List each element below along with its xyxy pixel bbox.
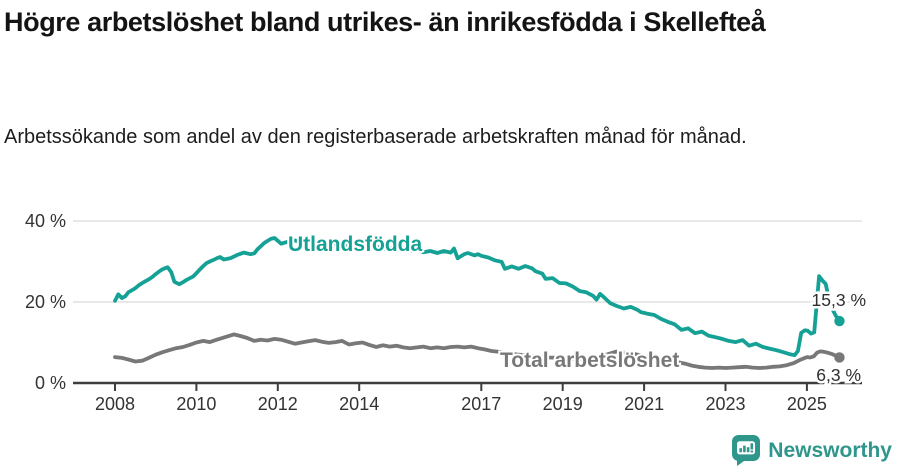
endpoint-dot-utlandsf-dda bbox=[834, 315, 845, 327]
y-tick-label: 0 % bbox=[35, 373, 66, 393]
y-tick-label: 40 % bbox=[25, 211, 66, 231]
x-tick-label: 2017 bbox=[461, 394, 501, 414]
chart-subtitle: Arbetssökande som andel av den registerb… bbox=[4, 126, 747, 148]
x-tick-label: 2014 bbox=[339, 394, 379, 414]
y-tick-label: 20 % bbox=[25, 292, 66, 312]
line-chart: 0 % 20 % 40 % 2008 2010 2012 2014 2017 2019 2021 2… bbox=[0, 195, 900, 440]
newsworthy-logo-text: Newsworthy bbox=[768, 439, 892, 462]
chart-title: Högre arbetslöshet bland utrikes- än inr… bbox=[4, 7, 766, 37]
series-label-utlandsf-dda: Utlandsfödda bbox=[288, 233, 422, 256]
x-tick-label: 2012 bbox=[258, 394, 298, 414]
x-tick-label: 2010 bbox=[176, 394, 216, 414]
bar-chart-speech-bubble-icon bbox=[732, 435, 761, 466]
line-chart-svg: 0 % 20 % 40 % 2008 2010 2012 2014 2017 2019 2021 2… bbox=[25, 211, 869, 414]
series-line-total-arbetsl-shet bbox=[113, 332, 842, 370]
x-tick-label: 2019 bbox=[543, 394, 583, 414]
endpoint-label-total-arbetsl-shet: 6,3 % bbox=[816, 365, 861, 385]
x-tick-label: 2023 bbox=[705, 394, 745, 414]
x-tick-label: 2025 bbox=[787, 394, 827, 414]
x-tick-label: 2021 bbox=[624, 394, 664, 414]
endpoint-dot-total-arbetsl-shet bbox=[834, 352, 845, 363]
x-tick-label: 2008 bbox=[95, 394, 135, 414]
series-label-total-arbetsl-shet: Total arbetslöshet bbox=[500, 349, 679, 372]
series-line-utlandsf-dda bbox=[113, 236, 842, 358]
endpoint-label-utlandsf-dda: 15,3 % bbox=[812, 290, 866, 310]
newsworthy-logo: Newsworthy bbox=[732, 435, 892, 466]
